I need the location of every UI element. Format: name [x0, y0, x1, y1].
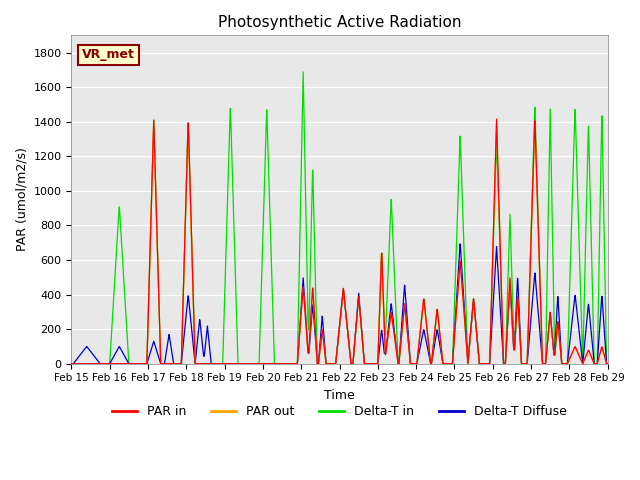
Title: Photosynthetic Active Radiation: Photosynthetic Active Radiation [218, 15, 461, 30]
Text: VR_met: VR_met [82, 48, 135, 61]
Y-axis label: PAR (umol/m2/s): PAR (umol/m2/s) [15, 147, 28, 252]
Legend: PAR in, PAR out, Delta-T in, Delta-T Diffuse: PAR in, PAR out, Delta-T in, Delta-T Dif… [107, 400, 572, 423]
X-axis label: Time: Time [324, 389, 355, 402]
